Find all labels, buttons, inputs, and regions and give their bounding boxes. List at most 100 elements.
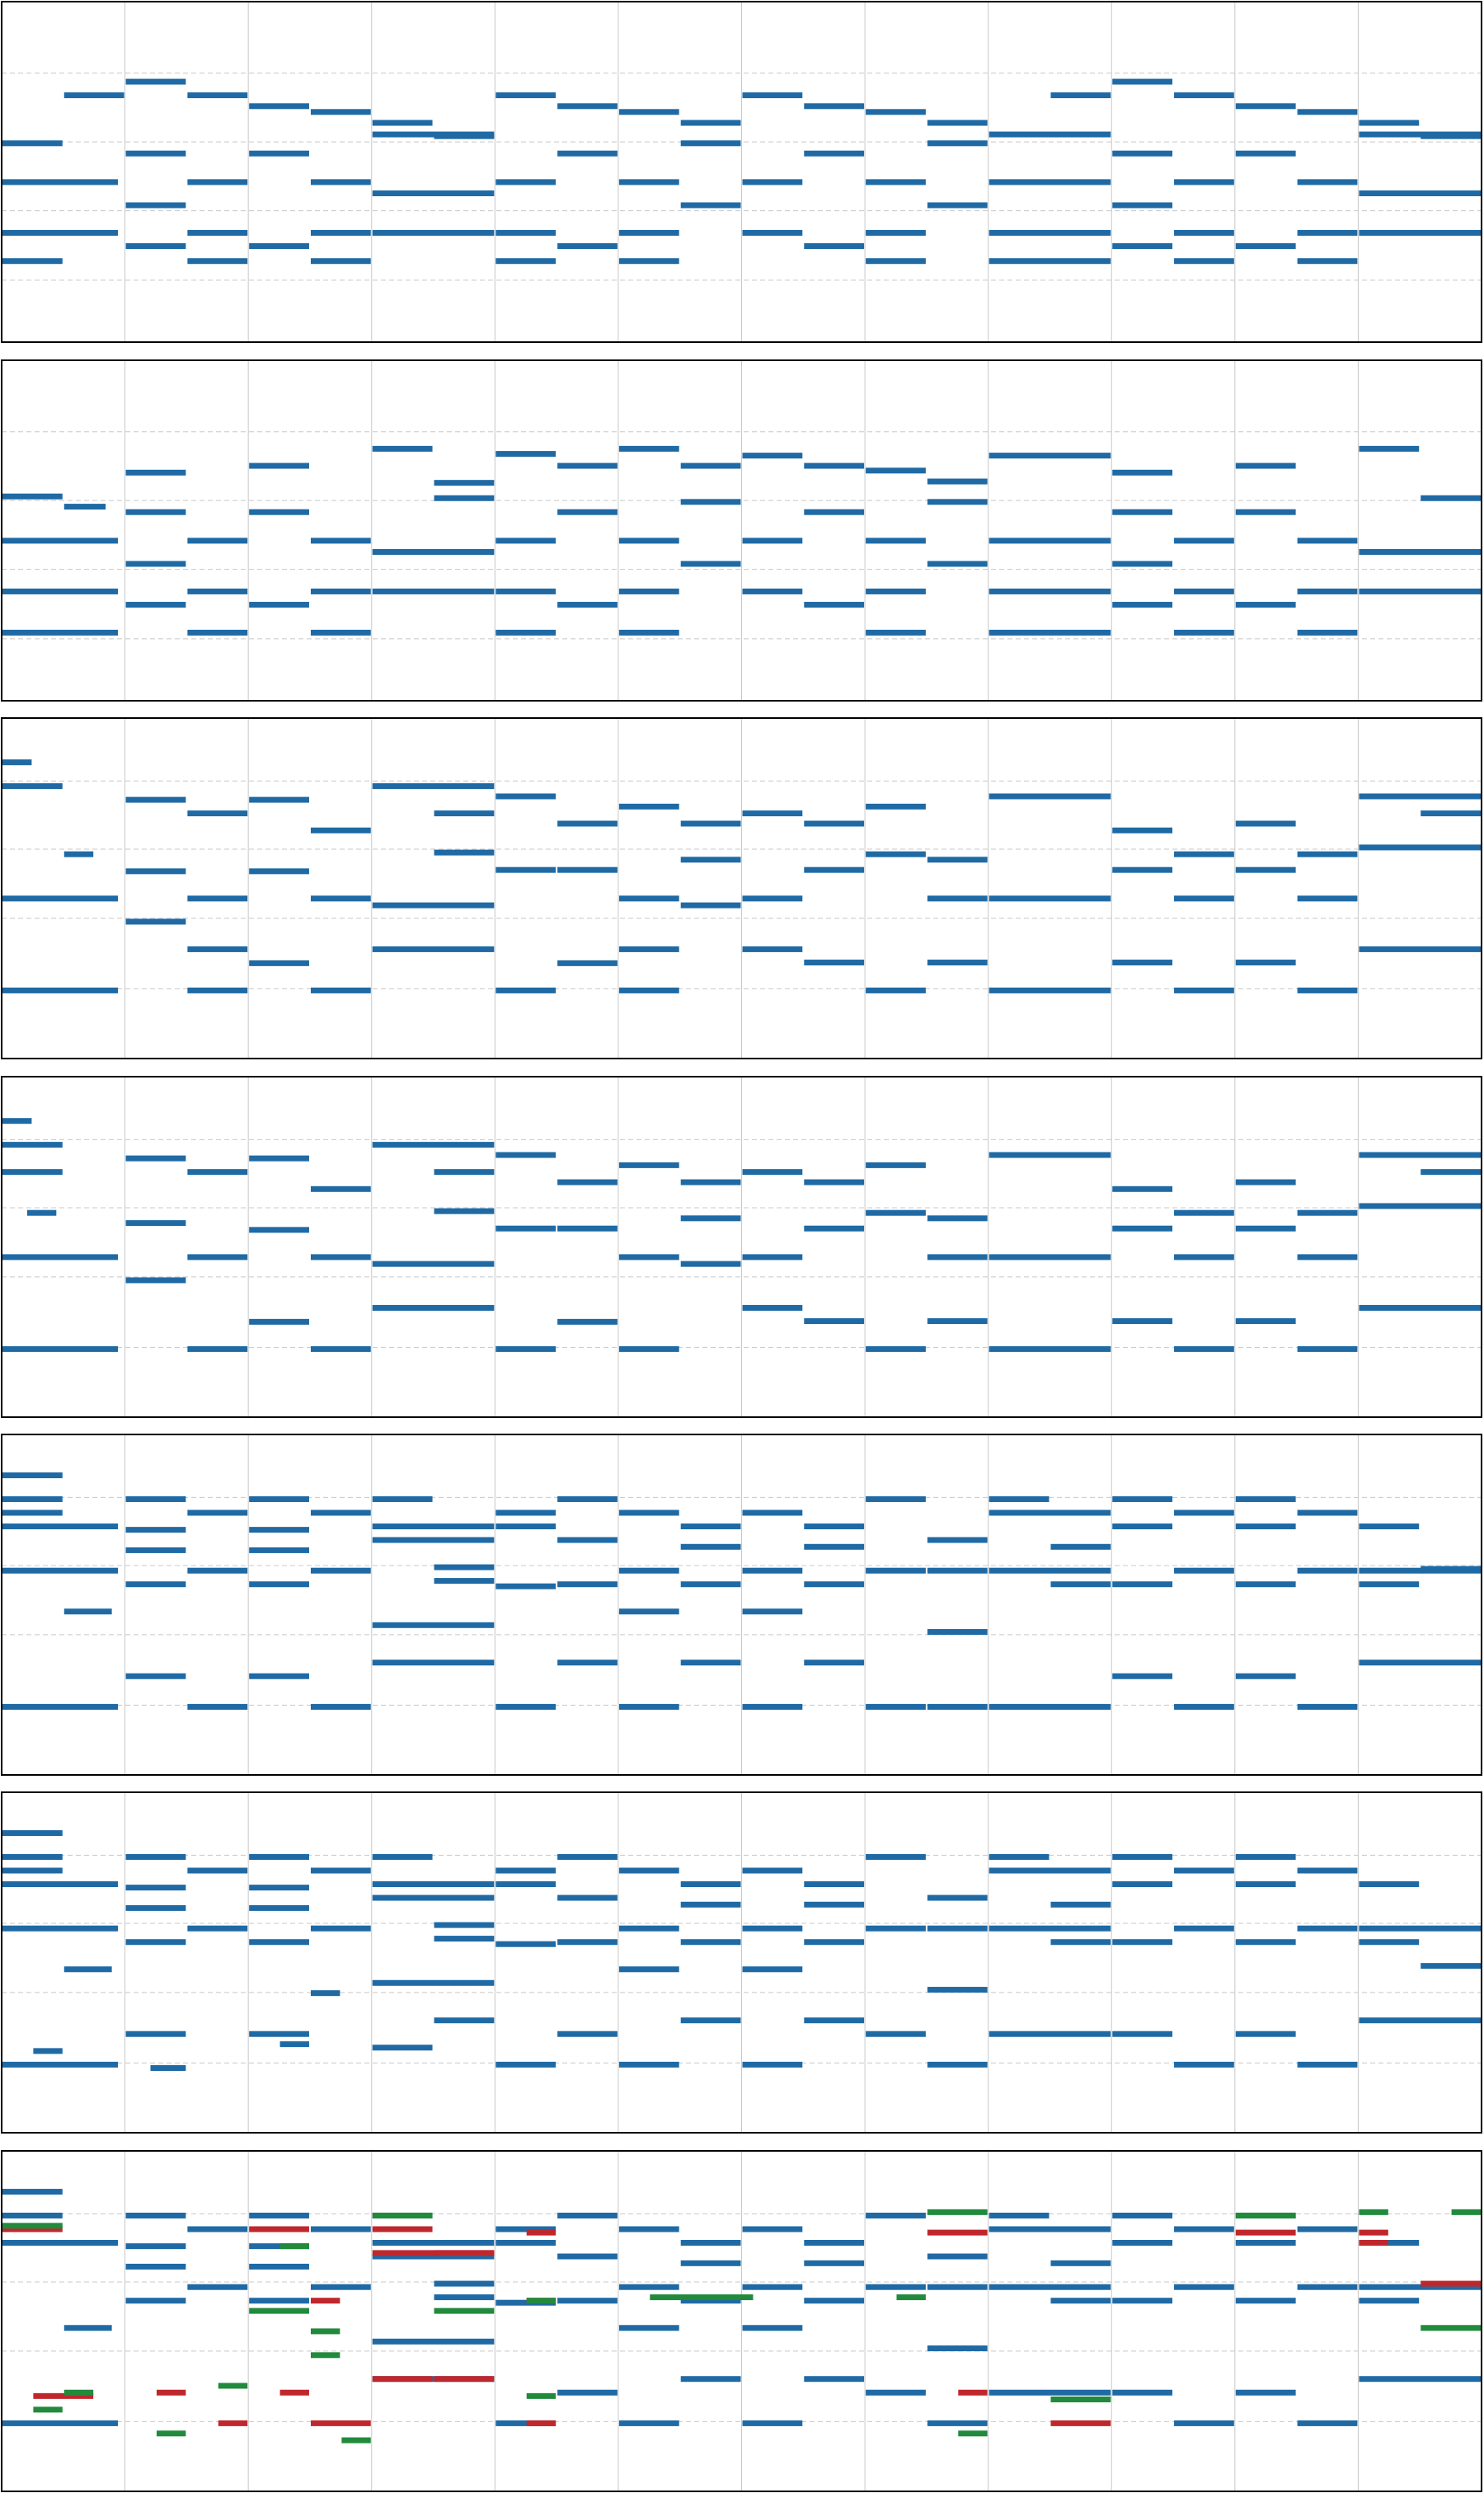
note-bar [1359, 445, 1420, 452]
note-bar [1174, 258, 1234, 265]
note-bar [866, 851, 926, 857]
note-bar [742, 946, 803, 952]
note-bar [125, 202, 186, 209]
note-bar [1174, 1254, 1234, 1261]
note-bar [618, 538, 679, 544]
note-bar [125, 1885, 186, 1891]
note-bar [434, 810, 495, 817]
note-bar [125, 602, 186, 608]
removed-note-bar [372, 2250, 495, 2256]
panel-frame [1, 1, 1482, 343]
note-bar [1359, 1524, 1420, 1530]
note-bar [187, 946, 248, 952]
note-bar [1050, 1581, 1111, 1588]
piano-roll-panel-4 [1, 1076, 1482, 1418]
note-bar [125, 918, 186, 925]
note-bar [372, 2045, 433, 2051]
note-bar [680, 1939, 741, 1946]
note-bar [1297, 1567, 1358, 1574]
note-bar [2, 140, 63, 147]
note-bar [187, 179, 248, 185]
note-bar [742, 1703, 803, 1710]
note-bar [1359, 2284, 1481, 2290]
note-bar [434, 1922, 495, 1928]
note-bar [1297, 229, 1358, 236]
note-bar [989, 229, 1111, 236]
note-bar [557, 462, 618, 469]
added-note-bar [310, 2328, 340, 2335]
note-bar [618, 1925, 679, 1932]
note-bar [742, 2284, 803, 2290]
note-bar [804, 1543, 865, 1550]
note-bar [927, 1537, 988, 1543]
note-bar [1174, 1703, 1234, 1710]
note-bar [187, 1925, 248, 1932]
note-bar [372, 946, 495, 952]
note-bar [125, 1220, 186, 1227]
note-bar [2, 1509, 63, 1516]
added-note-bar [310, 2352, 340, 2359]
note-bar [618, 2061, 679, 2068]
note-bar [804, 150, 865, 157]
note-bar [2, 895, 119, 902]
note-bar [1112, 1939, 1173, 1946]
note-bar [804, 243, 865, 250]
added-note-bar [1451, 2209, 1481, 2215]
note-bar [2, 2240, 119, 2247]
removed-note-bar [526, 2420, 556, 2426]
note-bar [680, 499, 741, 505]
note-bar [1297, 2226, 1358, 2232]
note-bar [804, 2298, 865, 2304]
note-bar [1174, 538, 1234, 544]
note-bar [804, 103, 865, 110]
panel-frame [1, 1076, 1482, 1418]
note-bar [1297, 179, 1358, 185]
note-bar [742, 2420, 803, 2426]
note-bar [804, 1524, 865, 1530]
note-bar [125, 868, 186, 875]
note-bar [125, 561, 186, 567]
note-bar [495, 2299, 556, 2306]
note-bar [495, 1867, 556, 1874]
note-bar [249, 243, 309, 250]
added-note-bar [372, 2212, 433, 2218]
note-bar [495, 866, 556, 873]
note-bar [1112, 602, 1173, 608]
note-bar [125, 150, 186, 157]
note-bar [866, 629, 926, 636]
note-bar [742, 895, 803, 902]
note-bar [310, 1254, 371, 1261]
panel-frame [1, 1791, 1482, 2134]
note-bar [1235, 103, 1296, 110]
removed-note-bar [526, 2229, 556, 2236]
note-bar [1421, 810, 1481, 817]
note-bar [495, 92, 556, 99]
note-bar [372, 1853, 433, 1860]
note-bar [557, 1225, 618, 1232]
note-bar [618, 1703, 679, 1710]
note-bar [618, 803, 679, 810]
note-bar [1112, 1581, 1173, 1588]
note-bar [1235, 243, 1296, 250]
note-bar [249, 2243, 309, 2250]
note-bar [742, 1509, 803, 1516]
note-bar [372, 2338, 495, 2345]
note-bar [249, 1547, 309, 1553]
note-bar [680, 1215, 741, 1222]
note-bar [310, 229, 371, 236]
note-bar [927, 1894, 988, 1901]
note-bar [495, 2240, 556, 2247]
note-bar [372, 1261, 495, 1267]
note-bar [372, 120, 433, 126]
note-bar [742, 1567, 803, 1574]
note-bar [495, 538, 556, 544]
note-bar [249, 2212, 309, 2218]
note-bar [989, 987, 1111, 993]
note-bar [989, 1345, 1111, 1352]
note-bar [804, 2376, 865, 2383]
note-bar [927, 857, 988, 863]
note-bar [989, 1495, 1050, 1502]
note-bar [249, 1673, 309, 1679]
note-bar [310, 1185, 371, 1192]
note-bar [495, 1345, 556, 1352]
